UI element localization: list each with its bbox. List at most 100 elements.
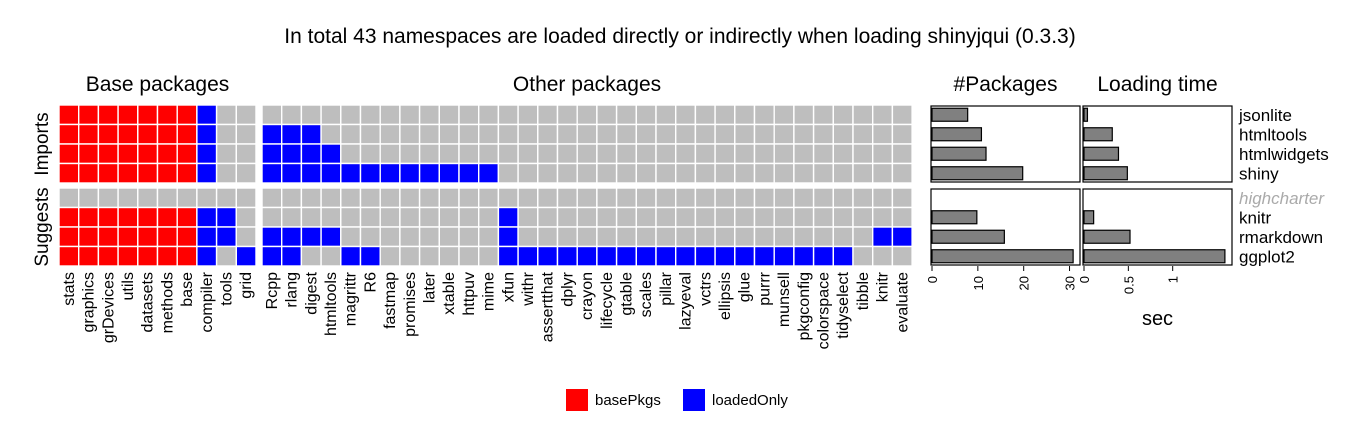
- cell-suggests-highcharter-scales: [635, 187, 657, 209]
- column-label-httpuv: httpuv: [461, 272, 478, 316]
- cell-suggests-highcharter-assertthat: [537, 187, 559, 209]
- cell-imports-shiny-munsell: [773, 162, 795, 184]
- cell-suggests-ggplot2-R6: [359, 245, 381, 267]
- cell-imports-htmltools-htmltools: [320, 123, 342, 145]
- cell-suggests-knitr-R6: [359, 206, 381, 228]
- cell-imports-jsonlite-base: [176, 104, 198, 126]
- cell-imports-jsonlite-glue: [734, 104, 756, 126]
- bar-npackages-knitr: [931, 210, 978, 225]
- cell-suggests-rmarkdown-gtable: [615, 226, 637, 248]
- cell-suggests-ggplot2-vctrs: [694, 245, 716, 267]
- cell-imports-htmltools-glue: [734, 123, 756, 145]
- cell-suggests-ggplot2-stats: [58, 245, 80, 267]
- column-label-mime: mime: [481, 272, 498, 311]
- cell-imports-jsonlite-ellipsis: [714, 104, 736, 126]
- cell-imports-shiny-Rcpp: [261, 162, 283, 184]
- cell-imports-jsonlite-munsell: [773, 104, 795, 126]
- cell-imports-shiny-later: [418, 162, 441, 184]
- cell-imports-htmltools-dplyr: [556, 123, 578, 145]
- cell-suggests-ggplot2-knitr: [872, 245, 894, 267]
- cell-imports-htmltools-compiler: [196, 123, 218, 145]
- cell-imports-shiny-mime: [478, 162, 500, 184]
- cell-suggests-rmarkdown-scales: [635, 226, 657, 248]
- cell-imports-jsonlite-Rcpp: [261, 104, 283, 126]
- bar-loading-time-htmlwidgets: [1083, 146, 1120, 161]
- cell-imports-htmlwidgets-vctrs: [694, 143, 716, 165]
- cell-suggests-rmarkdown-httpuv: [458, 226, 480, 248]
- column-label-rlang: rlang: [284, 272, 301, 308]
- cell-imports-htmlwidgets-magrittr: [340, 143, 362, 165]
- cell-suggests-rmarkdown-dplyr: [556, 226, 578, 248]
- column-label-crayon: crayon: [579, 272, 596, 320]
- cell-imports-shiny-digest: [300, 162, 322, 184]
- row-label-shiny: shiny: [1239, 164, 1279, 183]
- cell-imports-jsonlite-vctrs: [694, 104, 716, 126]
- column-label-withr: withr: [520, 271, 537, 306]
- cell-imports-htmlwidgets-R6: [359, 143, 381, 165]
- cell-imports-jsonlite-utils: [117, 104, 139, 126]
- cell-suggests-highcharter-munsell: [773, 187, 795, 209]
- tick-label-npackages-0: 0: [925, 276, 940, 283]
- cell-imports-jsonlite-evaluate: [891, 104, 913, 126]
- cell-imports-jsonlite-xtable: [438, 104, 460, 126]
- cell-suggests-highcharter-stats: [58, 187, 80, 209]
- cell-imports-jsonlite-digest: [300, 104, 322, 126]
- cell-suggests-highcharter-dplyr: [556, 187, 578, 209]
- cell-imports-htmlwidgets-promises: [399, 143, 421, 165]
- cell-suggests-knitr-withr: [517, 206, 539, 228]
- cell-imports-htmlwidgets-Rcpp: [261, 143, 283, 165]
- cell-imports-jsonlite-xfun: [497, 104, 519, 126]
- cell-imports-htmltools-grid: [235, 123, 257, 145]
- cell-suggests-ggplot2-pkgconfig: [793, 245, 815, 267]
- column-label-glue: glue: [737, 272, 754, 302]
- cell-imports-shiny-purrr: [753, 162, 775, 184]
- cell-imports-htmlwidgets-base: [176, 143, 198, 165]
- cell-suggests-rmarkdown-xtable: [438, 226, 460, 248]
- bar-loading-time-jsonlite: [1083, 107, 1089, 122]
- cell-suggests-rmarkdown-htmltools: [320, 226, 342, 248]
- bar-loading-time-rmarkdown: [1083, 229, 1131, 244]
- cell-imports-htmltools-munsell: [773, 123, 795, 145]
- cell-suggests-rmarkdown-rlang: [281, 226, 303, 248]
- cell-imports-shiny-vctrs: [694, 162, 716, 184]
- cell-suggests-knitr-graphics: [77, 206, 100, 228]
- cell-suggests-ggplot2-ellipsis: [714, 245, 736, 267]
- cell-suggests-knitr-pillar: [655, 206, 677, 228]
- cell-imports-htmlwidgets-purrr: [753, 143, 775, 165]
- cell-suggests-ggplot2-grid: [235, 245, 257, 267]
- cell-imports-htmlwidgets-tools: [215, 143, 238, 165]
- cell-imports-htmltools-rlang: [281, 123, 303, 145]
- column-label-xtable: xtable: [441, 272, 458, 315]
- facet-label-imports: Imports: [32, 112, 53, 175]
- cell-imports-htmltools-tools: [215, 123, 238, 145]
- cell-imports-shiny-glue: [734, 162, 756, 184]
- cell-imports-htmltools-withr: [517, 123, 539, 145]
- cell-imports-htmlwidgets-gtable: [615, 143, 637, 165]
- cell-imports-shiny-utils: [117, 162, 139, 184]
- cell-imports-htmltools-tibble: [852, 123, 874, 145]
- cell-imports-htmltools-stats: [58, 123, 80, 145]
- cell-suggests-highcharter-methods: [156, 187, 178, 209]
- cell-imports-htmlwidgets-xtable: [438, 143, 460, 165]
- cell-imports-htmlwidgets-xfun: [497, 143, 519, 165]
- cell-suggests-ggplot2-htmltools: [320, 245, 342, 267]
- cell-imports-htmlwidgets-tidyselect: [832, 143, 854, 165]
- cell-suggests-rmarkdown-R6: [359, 226, 381, 248]
- cell-suggests-knitr-Rcpp: [261, 206, 283, 228]
- cell-imports-htmlwidgets-tibble: [852, 143, 874, 165]
- cell-suggests-knitr-gtable: [615, 206, 637, 228]
- cell-suggests-rmarkdown-tools: [215, 226, 238, 248]
- cell-suggests-rmarkdown-pkgconfig: [793, 226, 815, 248]
- cell-suggests-rmarkdown-grDevices: [97, 226, 119, 248]
- cell-imports-htmltools-vctrs: [694, 123, 716, 145]
- cell-suggests-rmarkdown-grid: [235, 226, 257, 248]
- cell-suggests-highcharter-later: [418, 187, 441, 209]
- cell-imports-shiny-lifecycle: [596, 162, 618, 184]
- cell-suggests-knitr-xtable: [438, 206, 460, 228]
- cell-suggests-knitr-purrr: [753, 206, 775, 228]
- cell-suggests-rmarkdown-Rcpp: [261, 226, 283, 248]
- cell-suggests-ggplot2-munsell: [773, 245, 795, 267]
- cell-suggests-highcharter-colorspace: [812, 187, 834, 209]
- cell-suggests-rmarkdown-later: [418, 226, 441, 248]
